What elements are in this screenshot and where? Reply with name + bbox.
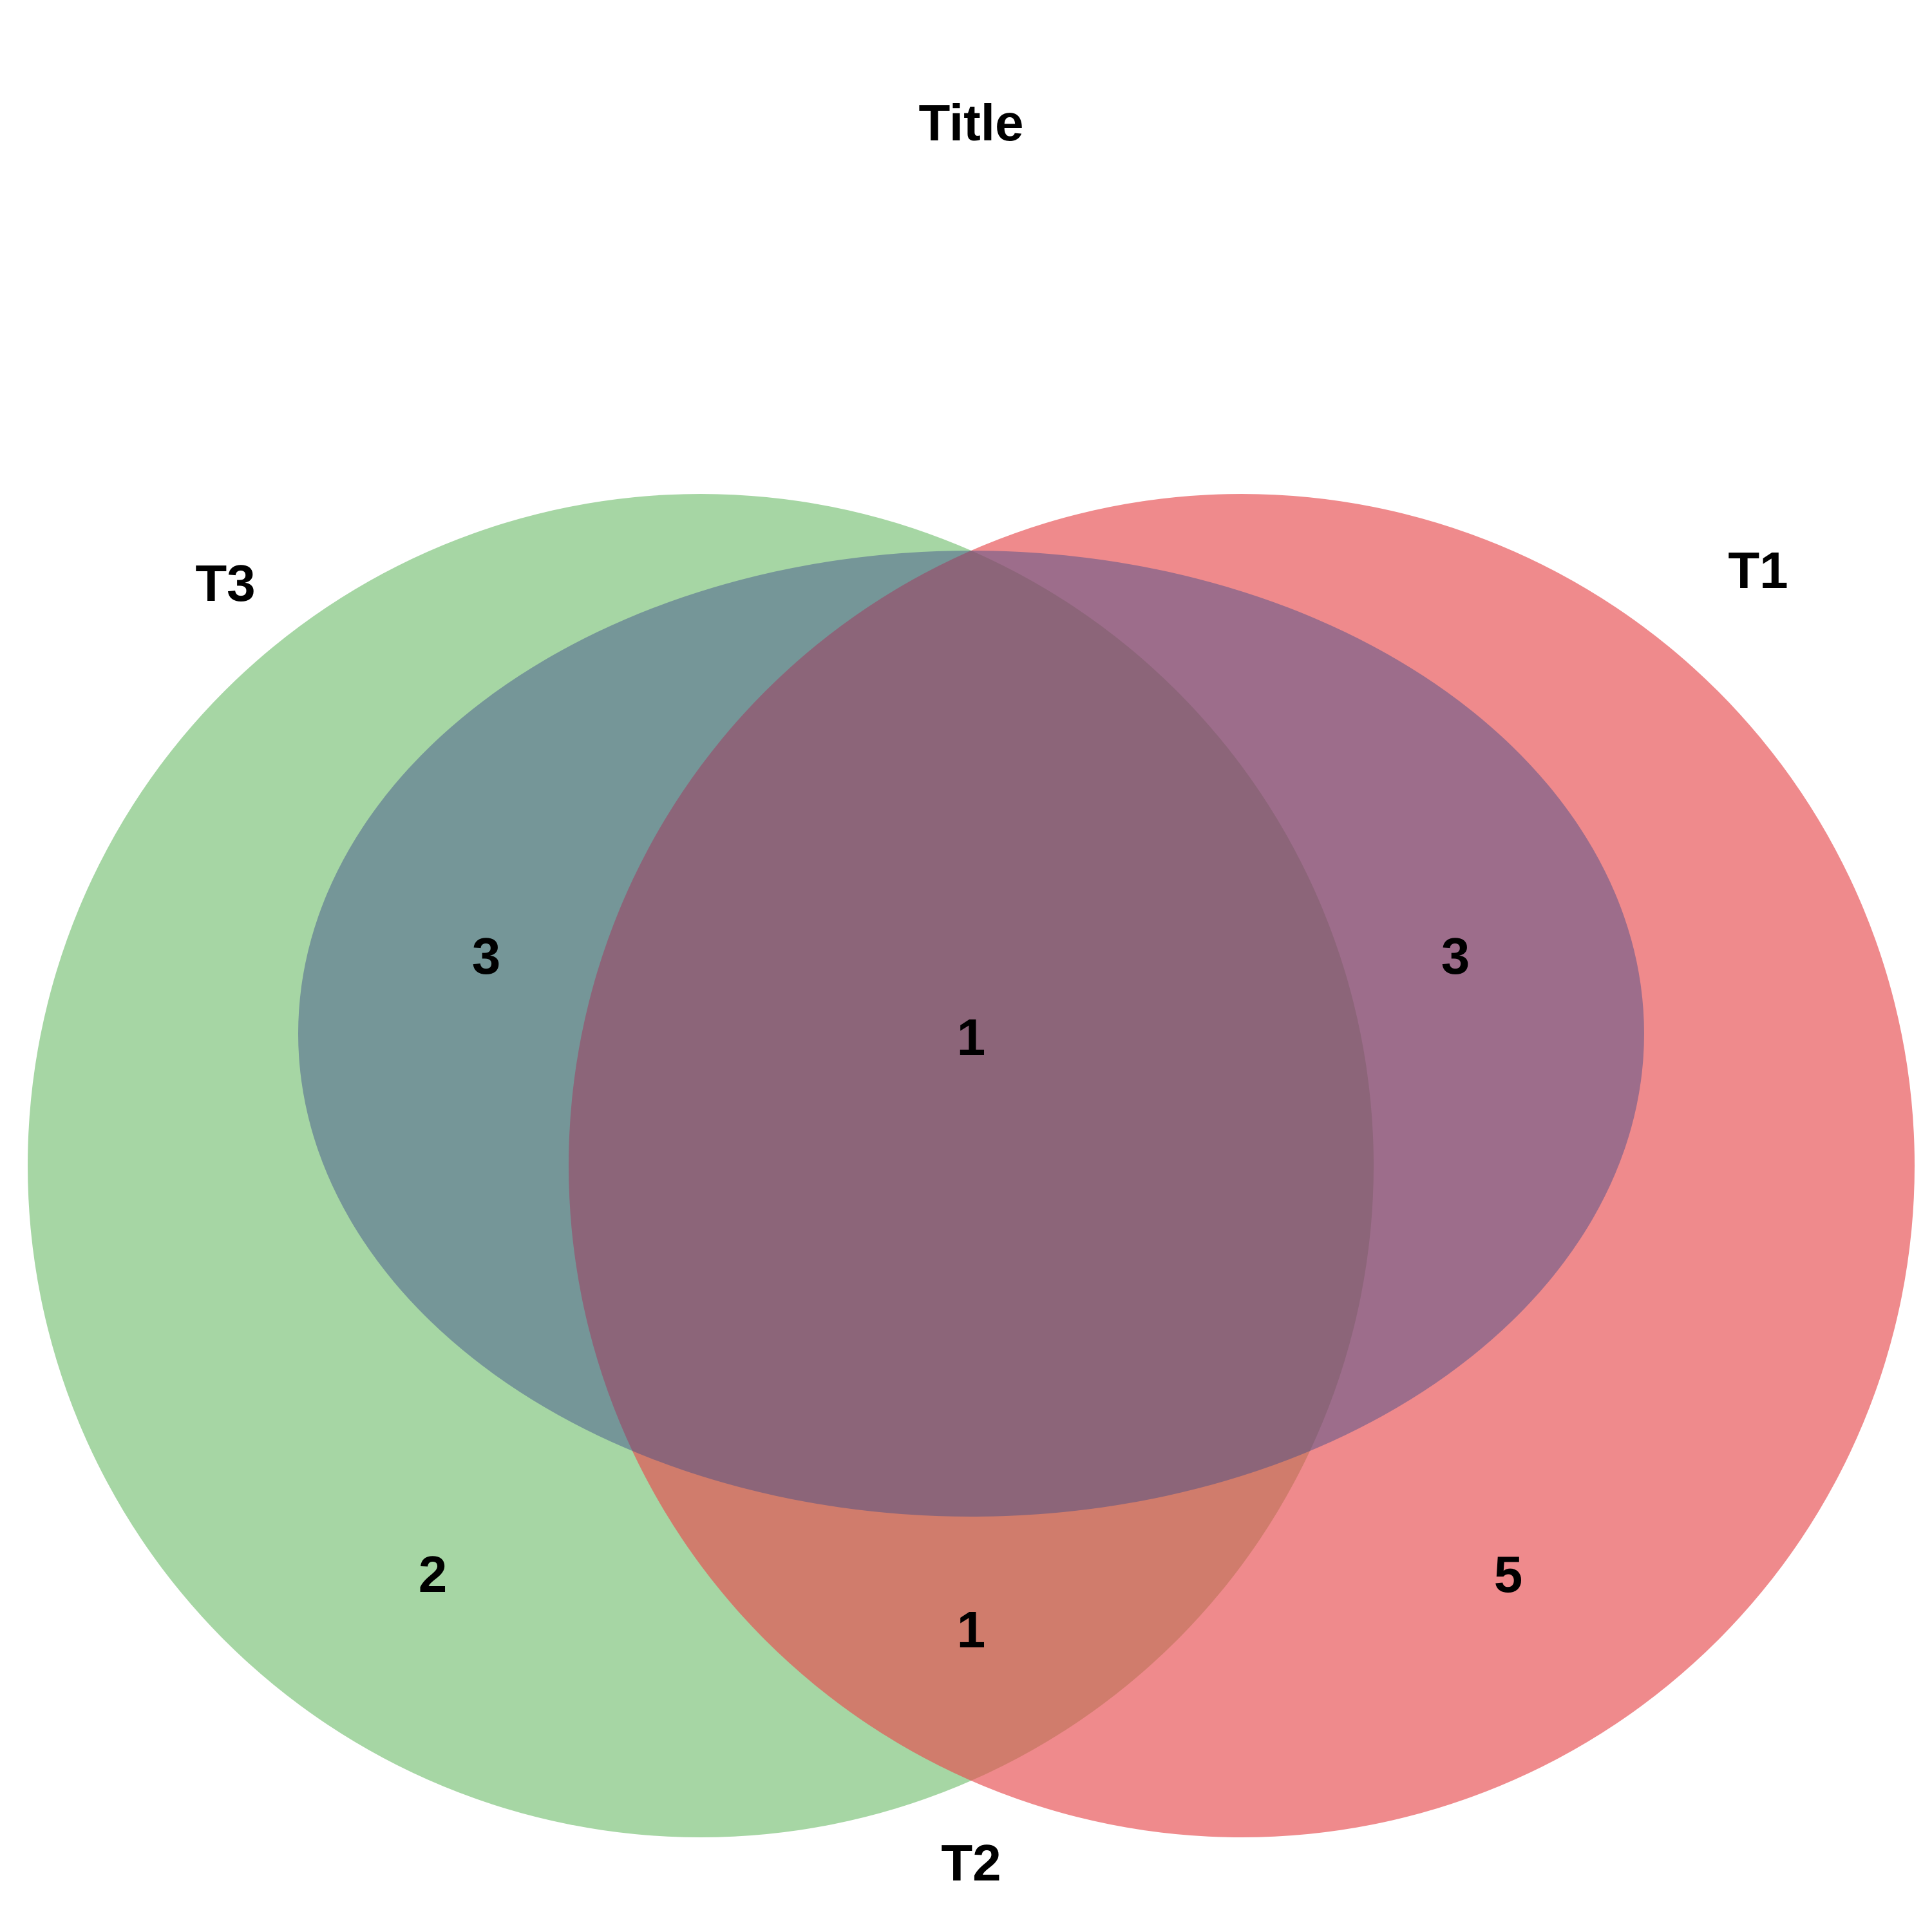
region-count-t2-t3: 3 — [472, 927, 501, 985]
region-count-t1-only: 5 — [1494, 1546, 1523, 1603]
region-count-t3-only: 2 — [419, 1546, 448, 1603]
set-label-t3: T3 — [195, 554, 255, 612]
region-count-t1-t2-t3: 1 — [957, 1009, 986, 1066]
set-label-t2: T2 — [941, 1834, 1001, 1891]
region-count-t1-t3: 1 — [957, 1601, 986, 1658]
diagram-title: Title — [918, 94, 1023, 151]
set-label-t1: T1 — [1728, 542, 1788, 599]
region-count-t1-t2: 3 — [1441, 927, 1470, 985]
